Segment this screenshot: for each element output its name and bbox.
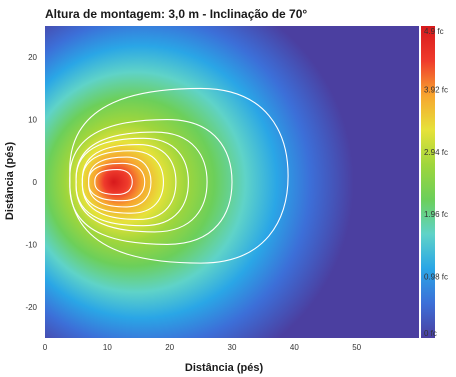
x-axis-ticks: 0 10 20 30 40 50 [43,343,362,352]
y-axis-ticks: 20 10 0 -10 -20 [25,53,37,312]
x-tick-label: 0 [43,343,48,352]
chart-title: Altura de montagem: 3,0 m - Inclinação d… [45,7,307,21]
y-tick-label: 0 [33,178,38,187]
contour-line [88,162,146,202]
contour-line [69,87,289,264]
colorbar-tick-label: 4.9 fc [424,27,444,36]
contour-line [81,150,164,214]
contour-line [69,119,233,245]
y-tick-label: 10 [28,116,37,125]
colorbar-ticks: 4.9 fc 3.92 fc 2.94 fc 1.96 fc 0.98 fc 0 fc [424,27,448,338]
contour-line [75,131,208,233]
contour-line [75,137,189,227]
colorbar-tick-label: 0 fc [424,329,437,338]
contour-line [81,144,177,220]
colorbar-gradient [421,26,435,338]
x-tick-label: 50 [352,343,361,352]
x-tick-label: 40 [290,343,299,352]
x-tick-label: 20 [165,343,174,352]
contour-lines [69,87,289,264]
colorbar-tick-label: 2.94 fc [424,148,448,157]
plot-area [45,26,419,338]
y-tick-label: -10 [25,240,37,249]
y-tick-label: -20 [25,303,37,312]
y-tick-label: 20 [28,53,37,62]
colorbar-tick-label: 0.98 fc [424,273,448,282]
colorbar-tick-label: 1.96 fc [424,210,448,219]
x-tick-label: 10 [103,343,112,352]
contour-line [94,168,133,196]
x-tick-label: 30 [228,343,237,352]
colorbar-tick-label: 3.92 fc [424,85,448,94]
colorbar: 4.9 fc 3.92 fc 2.94 fc 1.96 fc 0.98 fc 0 fc [421,26,448,338]
y-axis-label: Distância (pés) [4,142,16,221]
x-axis-label: Distância (pés) [185,362,264,374]
contour-line [88,156,152,208]
